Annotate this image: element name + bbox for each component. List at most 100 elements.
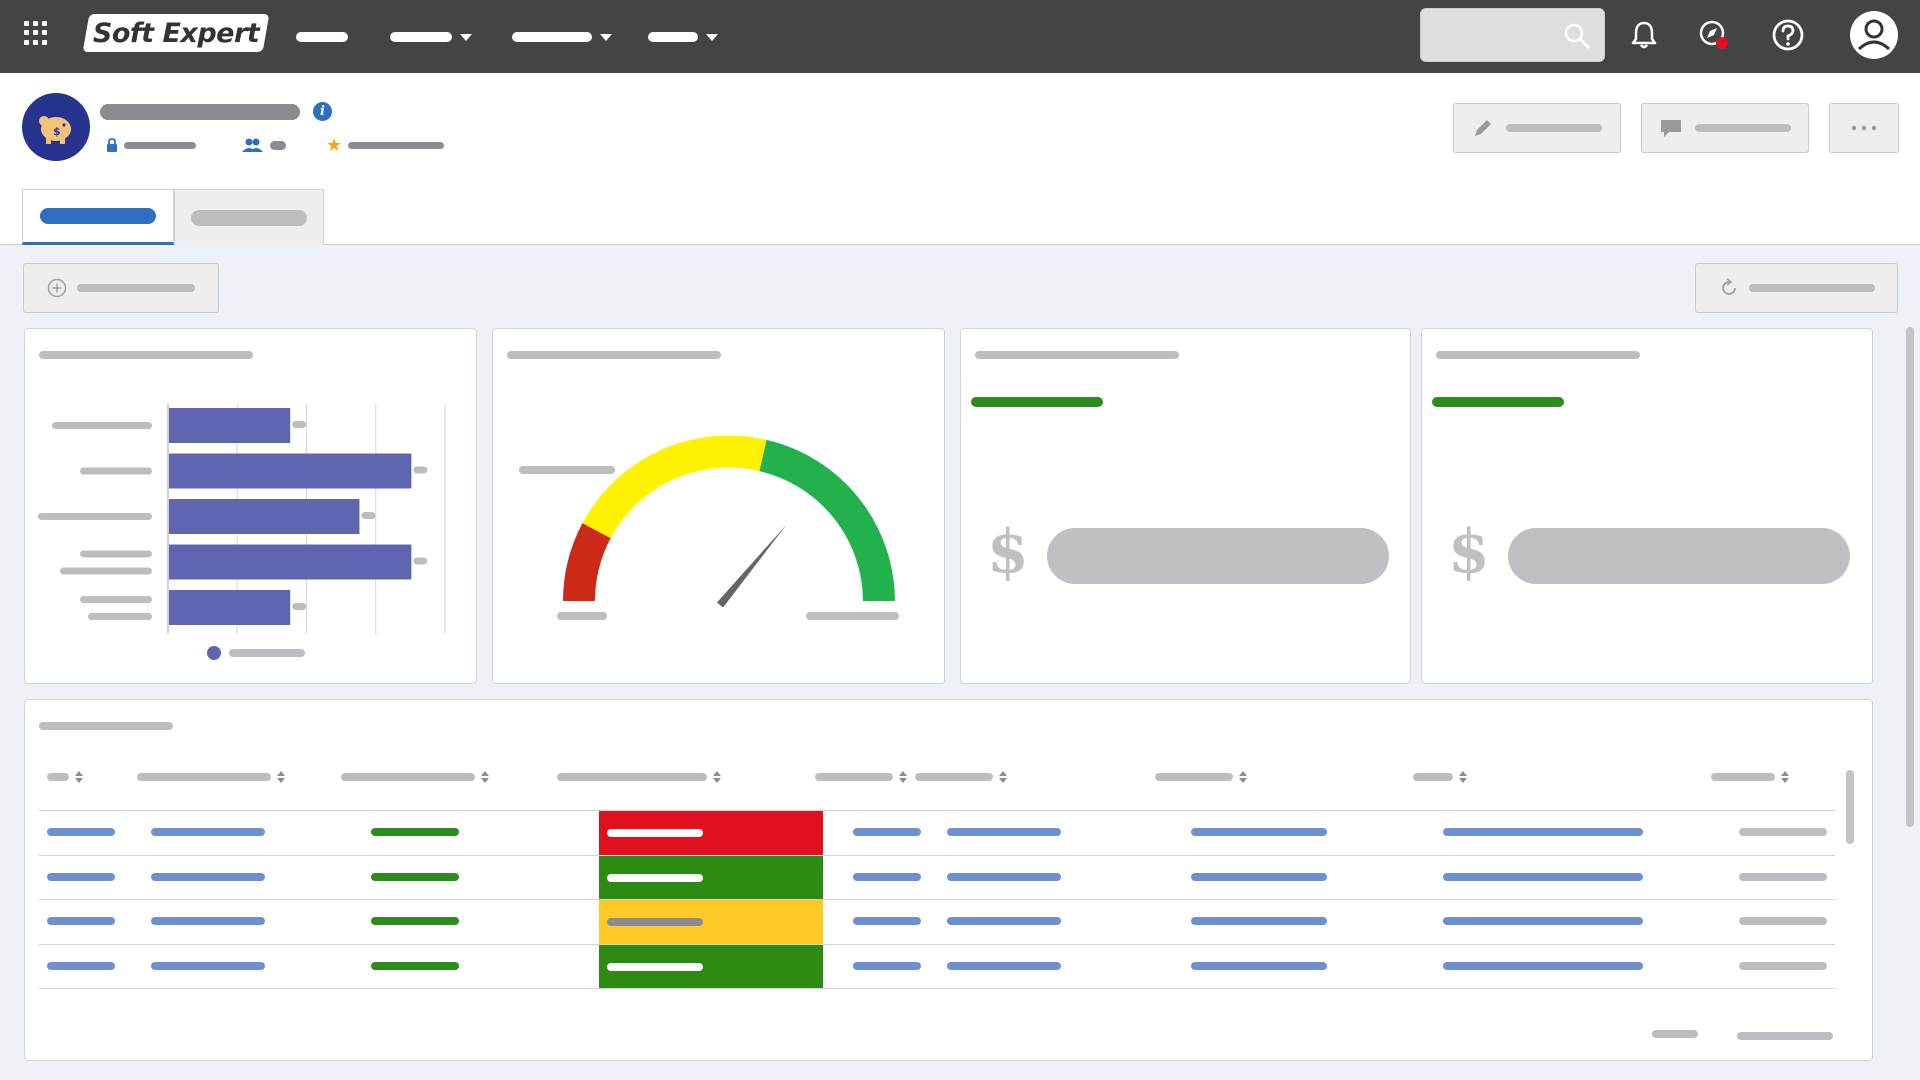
chart-bar [169, 408, 291, 443]
softexpert-logo[interactable]: Soft Expert [82, 14, 270, 52]
nav-menu-item-1[interactable] [296, 31, 348, 43]
add-widget-button[interactable] [23, 263, 219, 313]
table-header-cell[interactable] [47, 770, 83, 784]
table-cell [47, 828, 115, 836]
gauge-band-red [563, 523, 611, 602]
table-header-cell[interactable] [341, 770, 489, 784]
meta-team [242, 138, 286, 152]
team-icon [242, 138, 263, 152]
chart-bar [169, 544, 412, 580]
bar-chart-widget [24, 328, 477, 684]
chart-category-label [38, 513, 152, 520]
table-cell [47, 961, 115, 970]
chart-data-label [413, 466, 428, 474]
sort-icon [999, 771, 1007, 783]
widget-title [39, 722, 173, 730]
sort-icon [713, 771, 721, 783]
meta-rating-value [348, 141, 445, 149]
compass-icon[interactable] [1694, 15, 1734, 55]
table-header-cell[interactable] [815, 770, 907, 784]
table-header-label [341, 773, 475, 781]
table-header-cell[interactable] [1155, 770, 1247, 784]
nav-menu-item-4[interactable] [648, 31, 718, 43]
status-label [607, 873, 703, 882]
status-label [607, 962, 703, 971]
table-cell [47, 872, 115, 881]
table-header-label [1155, 773, 1233, 781]
edit-button[interactable] [1453, 103, 1621, 153]
table-row[interactable] [39, 899, 1835, 944]
table-header-label [1711, 773, 1775, 781]
nav-menu-item-3-label [512, 32, 592, 42]
gauge-min-label [557, 612, 607, 620]
pagination-total [1737, 1032, 1833, 1040]
table-cell [1739, 961, 1827, 970]
table-header-cell[interactable] [137, 770, 285, 784]
kpi-subtitle [1432, 397, 1564, 407]
refresh-button-label [1748, 284, 1875, 292]
page-scrollbar[interactable] [1906, 327, 1914, 827]
logo-text: Soft Expert [92, 17, 260, 49]
nav-menu-item-3[interactable] [512, 31, 612, 43]
chart-category-label [52, 422, 152, 429]
comment-button[interactable] [1641, 103, 1809, 153]
table-header-label [137, 773, 271, 781]
nav-menu-item-1-label [296, 32, 348, 42]
gauge-band-green [759, 439, 895, 602]
table-cell [1191, 872, 1327, 881]
table-cell [947, 917, 1061, 925]
legend-label [229, 649, 305, 657]
kpi-value [1047, 528, 1389, 584]
table-header-cell[interactable] [915, 770, 1007, 784]
chart-data-label [292, 603, 307, 610]
tab-2[interactable] [174, 189, 324, 245]
widget-title [975, 351, 1179, 359]
table-header-cell[interactable] [557, 770, 721, 784]
table-cell [947, 828, 1061, 836]
table-header-cell[interactable] [1413, 770, 1467, 784]
search-icon[interactable] [1564, 23, 1590, 49]
table-cell [151, 828, 265, 836]
meta-security [106, 138, 196, 152]
chart-category-label [80, 467, 152, 475]
table-bottom-border [39, 988, 1835, 989]
comment-button-label [1695, 124, 1791, 132]
table-header-label [557, 773, 707, 781]
table-row[interactable] [39, 810, 1835, 855]
refresh-button[interactable] [1695, 263, 1898, 313]
table-row[interactable] [39, 943, 1835, 989]
notification-dot [1716, 37, 1728, 49]
table-header-cell[interactable] [1711, 770, 1789, 784]
meta-rating: ★ [326, 136, 445, 154]
nav-menu-item-2[interactable] [390, 31, 472, 43]
apps-grid-icon[interactable] [24, 21, 48, 45]
meta-team-value [270, 140, 286, 150]
table-cell [1443, 828, 1643, 836]
table-cell [151, 917, 265, 925]
sort-icon [481, 771, 489, 783]
more-button[interactable] [1829, 103, 1899, 153]
status-cell [599, 811, 823, 855]
gauge-widget [492, 328, 945, 684]
help-icon[interactable] [1768, 15, 1808, 55]
table-cell [1443, 961, 1643, 970]
info-icon[interactable]: i [313, 102, 332, 121]
dashboard-content: $ $ [0, 245, 1920, 1080]
status-cell [599, 944, 823, 989]
table-cell [371, 828, 459, 836]
chart-data-label [292, 421, 307, 428]
chevron-down-icon [460, 33, 472, 41]
table-cell [853, 961, 921, 970]
bell-icon[interactable] [1624, 15, 1664, 55]
kpi-subtitle [971, 397, 1103, 407]
currency-symbol: $ [987, 517, 1029, 587]
table-scrollbar[interactable] [1846, 770, 1854, 844]
table-row[interactable] [39, 854, 1835, 900]
user-icon[interactable] [1850, 11, 1898, 59]
tab-1[interactable] [22, 189, 174, 245]
search-input[interactable] [1420, 8, 1605, 62]
table-cell [47, 917, 115, 925]
legend-swatch [207, 646, 221, 660]
tab-bar [0, 189, 1920, 245]
kpi-value [1508, 528, 1850, 584]
